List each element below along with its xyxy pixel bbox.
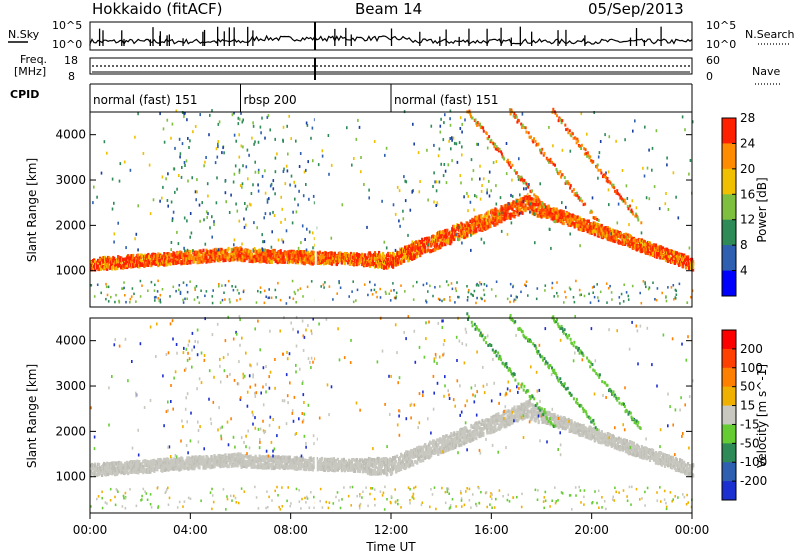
freq-tick-bottom: 8 (68, 70, 75, 83)
cpid-label: CPID (10, 88, 39, 101)
colorbar-tick-label: 8 (740, 238, 748, 252)
x-tick-label: 08:00 (273, 523, 308, 537)
colorbar-swatch (722, 118, 736, 144)
nsky-label: N.Sky (8, 28, 40, 41)
x-tick-label: 16:00 (474, 523, 509, 537)
time-x-axis: 00:00 04:00 08:00 12:00 16:00 20:00 00:00 (73, 513, 710, 537)
freq-unit-label: [MHz] (14, 65, 46, 78)
y-tick-label: 4000 (55, 334, 86, 348)
cpid-segment-label: normal (fast) 151 (93, 93, 197, 107)
colorbar-swatch (722, 271, 736, 297)
colorbar-swatch (722, 443, 736, 462)
y-tick-label: 1000 (55, 264, 86, 278)
colorbar-tick-label: 4 (740, 264, 748, 278)
cpid-segment-label: normal (fast) 151 (394, 93, 498, 107)
colorbar-tick-label: 12 (740, 213, 755, 227)
cpid-segments: normal (fast) 151 rbsp 200 normal (fast) 1… (93, 84, 498, 112)
colorbar-swatch (722, 220, 736, 246)
freq-panel: Freq. [MHz] 18 8 60 0 Nave (14, 53, 780, 84)
colorbar-swatch (722, 169, 736, 195)
colorbar-swatch (722, 481, 736, 500)
colorbar-swatch (722, 368, 736, 387)
x-tick-label: 04:00 (173, 523, 208, 537)
colorbar-tick-label: 20 (740, 162, 755, 176)
colorbar-swatch (722, 406, 736, 425)
nave-tick-top: 60 (706, 54, 720, 67)
nsearch-tick-bottom: 10^0 (706, 38, 736, 51)
y-tick-label: 2000 (55, 218, 86, 232)
y-tick-label: 1000 (55, 470, 86, 484)
nsearch-label: N.Search (745, 28, 795, 41)
nsky-tick-top: 10^5 (52, 19, 82, 32)
x-tick-label: 00:00 (675, 523, 710, 537)
colorbar-swatch (722, 462, 736, 481)
nave-tick-bottom: 0 (706, 70, 713, 83)
power-heatmap (90, 108, 694, 307)
colorbar-tick-label: 28 (740, 111, 755, 125)
colorbar-swatch (722, 245, 736, 271)
power-panel: 1000 2000 3000 4000 Slant Range [km] 4 8 12 16… (25, 108, 769, 307)
velocity-heatmap (90, 312, 694, 513)
velocity-colorbar-label: Velocity [m s^-1] (755, 364, 769, 468)
y-tick-label: 3000 (55, 379, 86, 393)
colorbar-tick-label: 15 (740, 399, 755, 413)
power-colorbar-label: Power [dB] (755, 177, 769, 242)
beam-title: Beam 14 (355, 0, 422, 18)
x-tick-label: 12:00 (374, 523, 409, 537)
y-tick-label: 3000 (55, 173, 86, 187)
freq-tick-top: 18 (64, 54, 78, 67)
nsky-tick-bottom: 10^0 (52, 38, 82, 51)
cpid-segment-label: rbsp 200 (244, 93, 297, 107)
date-title: 05/Sep/2013 (588, 0, 684, 18)
colorbar-tick-label: 200 (740, 342, 763, 356)
nsky-panel: N.Sky 10^5 10^0 10^5 10^0 N.Search (8, 19, 795, 51)
colorbar-tick-label: 50 (740, 380, 755, 394)
nave-label: Nave (752, 65, 780, 78)
x-axis-label: Time UT (365, 540, 416, 554)
colorbar-tick-label: 24 (740, 136, 755, 150)
nsky-trace (90, 22, 692, 50)
colorbar-swatch (722, 424, 736, 443)
colorbar-swatch (722, 349, 736, 368)
colorbar-tick-label: -200 (740, 474, 767, 488)
power-ylabel: Slant Range [km] (25, 158, 39, 262)
nsearch-tick-top: 10^5 (706, 19, 736, 32)
y-tick-label: 4000 (55, 128, 86, 142)
x-tick-label: 20:00 (574, 523, 609, 537)
colorbar-swatch (722, 143, 736, 169)
colorbar-swatch (722, 387, 736, 406)
power-colorbar: 4 8 12 16 20 24 28 (722, 111, 755, 297)
colorbar-tick-label: 16 (740, 187, 755, 201)
x-tick-label: 00:00 (73, 523, 108, 537)
colorbar-swatch (722, 194, 736, 220)
velocity-ylabel: Slant Range [km] (25, 364, 39, 468)
y-tick-label: 2000 (55, 424, 86, 438)
station-title: Hokkaido (fitACF) (92, 0, 223, 18)
colorbar-swatch (722, 330, 736, 349)
